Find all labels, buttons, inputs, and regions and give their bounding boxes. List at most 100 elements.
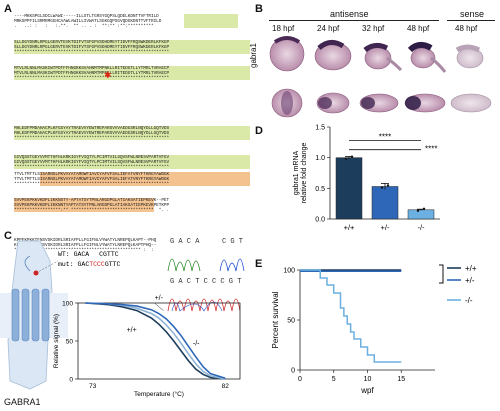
alignment-row: MRKSPPFILSRMRMGGHCAAWLAWILLIVWATLSGKGQPS… <box>14 19 162 24</box>
alignment-row: MTVLRLNNLMASKIWTPDTFFHNGKKSVAHNMTMPNKLLR… <box>14 66 170 71</box>
data-point <box>422 207 426 210</box>
x-axis-label: Temperature (°C) <box>134 390 184 398</box>
protein-label: GABRA1 <box>4 397 41 407</box>
bar <box>371 186 399 220</box>
panel-c-receptor-and-hrm: GABRA1 WT: GACA CGTTC mut: GACTCCCGTTC G… <box>0 238 245 407</box>
alignment-row: SVVPEKPKKVKDPLIKKNNTYAPTATSYTPNLARGDPGLA… <box>14 203 170 208</box>
significance-label: **** <box>379 132 391 141</box>
y-axis-label: Relative signal (%) <box>53 314 60 368</box>
alignment-row: ****************************************… <box>14 136 170 141</box>
panel-b-label: B <box>255 3 263 15</box>
wt-sequence-label: WT: GACA CGTTC <box>58 251 119 258</box>
embryo-images <box>269 36 492 118</box>
embryo-48hpf-sense-dorsal <box>450 93 492 113</box>
chromatogram-wt: G A C A C G T <box>167 238 245 272</box>
data-point <box>380 186 384 189</box>
mutation-site-icon: ✱ <box>104 70 112 80</box>
data-point <box>350 155 354 158</box>
data-point <box>416 209 420 212</box>
timepoint-24hpf: 24 hpf <box>317 24 340 33</box>
legend-label: +/+ <box>465 264 477 273</box>
y-axis-label: gabra1 mRNArelative fold change <box>293 143 308 204</box>
x-tick-label: 73 <box>89 383 97 390</box>
alignment-row: GIVQSSTGEYVVMTTHFHLKRKIGYFVIQTYLPCIMTVIL… <box>14 155 170 160</box>
alignment-row: . ..: : : :.**. ** .. . : **:** :**:****… <box>14 24 154 29</box>
x-tick-label: 10 <box>364 376 372 383</box>
highlight-region-2 <box>14 66 250 80</box>
mutant-sequence-label: mut: GACTCCCGTTC <box>58 261 121 268</box>
y-tick-label: 100 <box>283 268 295 275</box>
y-tick-label: 50 <box>287 318 295 325</box>
alignment-row: TTVLTMTTLSISARNSLPKVAYATAMDWFIAVCYAFVFSA… <box>14 177 170 182</box>
x-tick-label: 0 <box>298 376 302 383</box>
chromatogram-mutant: G A C T C C C G T <box>167 278 241 312</box>
panel-e-label: E <box>255 258 263 270</box>
embryo-18hpf-dorsal <box>271 88 303 118</box>
highlight-transmembrane-orange <box>40 172 250 186</box>
data-point <box>344 157 348 160</box>
alignment-row: ****************************************… <box>14 248 154 253</box>
embryo-24hpf-lateral <box>314 40 352 71</box>
sense-label: sense <box>460 9 485 19</box>
alignment-row: MTVLRLNNLMASKIWTPDTFFHNGKKSVAHNMTMPNKLLR… <box>14 71 170 76</box>
survival-line <box>300 269 402 363</box>
embryo-24hpf-dorsal <box>316 92 350 114</box>
svg-text:G A C A: G A C A <box>170 238 200 246</box>
alignment-row: SVVPEKPKKVKDPLIKKNSTY-APTATSYTPNLARGDPGL… <box>14 198 170 203</box>
x-tick-label: 15 <box>397 376 405 383</box>
alignment-row: KPPEKPKKTFNSVSKIDRLSRIAFPLLFGIFNLVYWATYL… <box>14 238 157 243</box>
panel-a-label: A <box>4 3 12 15</box>
y-tick-label: 0.5 <box>315 186 325 193</box>
x-tick-label: 5 <box>332 376 336 383</box>
antisense-label: antisense <box>330 9 369 19</box>
survival-chart: 0 50 100 0 5 10 15 wpf Percent survival +/+ +/- -/- <box>271 264 477 395</box>
legend-label: -/- <box>465 296 473 305</box>
embryo-18hpf-lateral <box>269 36 305 72</box>
receptor-cartoon <box>0 240 68 390</box>
alignment-row: ****************************************… <box>14 76 170 81</box>
melt-curve-line <box>85 302 226 380</box>
y-tick-label: 0 <box>291 368 295 375</box>
alignment-row: MHLEDFPMDAHACPLKFGSYAYTRAEVVYEWTREPARSVV… <box>14 126 170 131</box>
x-tick-label: +/+ <box>344 223 355 232</box>
embryo-48hpf-dorsal <box>404 93 446 113</box>
timepoint-32hpf: 32 hpf <box>362 24 385 33</box>
embryo-32hpf-lateral <box>363 42 403 72</box>
highlight-region-1 <box>14 40 250 54</box>
y-tick-label: 50 <box>66 339 74 346</box>
x-tick-label: 82 <box>222 383 230 390</box>
highlight-region-4 <box>14 155 250 169</box>
curve-label: +/- <box>155 295 164 302</box>
highlight-region-3 <box>14 126 250 140</box>
embryo-32hpf-dorsal <box>359 93 399 113</box>
panel-c-label: C <box>4 230 12 242</box>
alignment-row: GIVQSSTGEYVVMTTHFHLKRKIGYFVIQTYLPCIMTVIL… <box>14 160 170 165</box>
alignment-row: ****************************************… <box>14 50 170 55</box>
alignment-row: ****************************************… <box>14 182 170 187</box>
melt-curve-line <box>85 302 226 380</box>
alignment-row: TTVLTMTTLSISARNSLPKVAYATAMDWFIAVCYAFVFSA… <box>14 172 170 177</box>
timepoint-48hpf-sense: 48 hpf <box>455 24 478 33</box>
y-tick-label: 0.0 <box>315 217 325 224</box>
timepoint-18hpf: 18 hpf <box>272 24 295 33</box>
alignment-row: KPPEKPKKTFNSVSKIDRLSRIAFPLLFGIFNLVYWATYL… <box>14 243 157 248</box>
significance-label: **** <box>425 145 437 154</box>
legend-bracket <box>439 264 444 284</box>
y-axis-label: Percent survival <box>271 291 280 348</box>
alignment-row: SLLDGYDNRLRPGLGERVTEVKTDIFVTSFGPVSDHDMEY… <box>14 45 170 50</box>
bar <box>335 157 363 220</box>
bar <box>407 209 435 220</box>
alignment-row: ****************************************… <box>14 165 170 170</box>
svg-text:G A C T C C C G T: G A C T C C C G T <box>170 278 241 286</box>
sense-bracket <box>447 20 495 21</box>
x-tick-label: +/- <box>381 223 390 232</box>
x-axis-label: wpf <box>360 386 374 395</box>
alignment-row: MHLEDFPMDAHACPLKFGSYAYTRAEVVYEWTREPARSVV… <box>14 131 170 136</box>
alignment-row: SLLDGYDNRLRPGLGERVTEVKTDIFVTSFGPVSDHDMEY… <box>14 40 170 45</box>
highlight-region-orange-2 <box>14 198 154 212</box>
highlight-signal-segment <box>184 14 238 28</box>
x-tick-label: -/- <box>417 223 425 232</box>
y-tick-label: 0 <box>69 377 73 384</box>
timepoint-48hpf: 48 hpf <box>407 24 430 33</box>
svg-text:C G T: C G T <box>222 238 243 246</box>
